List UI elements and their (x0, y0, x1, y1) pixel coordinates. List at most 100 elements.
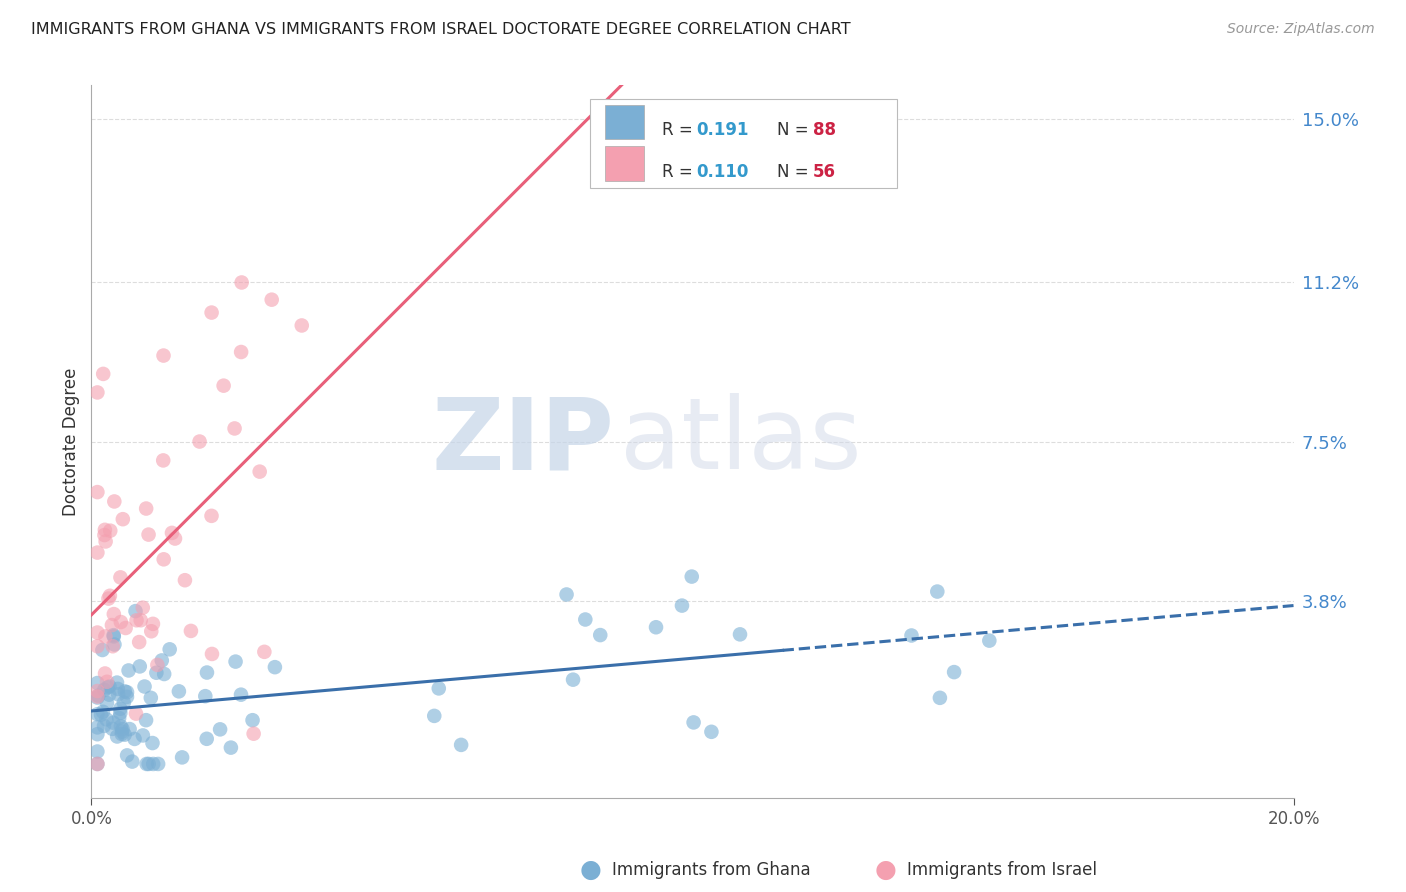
Point (94, 523, 117, 537)
Point (229, 688, 252, 702)
Point (201, 647, 224, 661)
Point (152, 349, 174, 363)
Point (242, 727, 264, 741)
Point (93, 682, 115, 697)
Point (86, 720, 108, 734)
Point (101, 639, 124, 653)
Point (114, 728, 136, 742)
Point (96, 712, 118, 726)
Point (141, 624, 163, 639)
Point (86, 727, 108, 741)
Point (98, 589, 121, 603)
Point (188, 434, 211, 449)
Point (163, 532, 186, 546)
Point (97, 591, 120, 606)
Point (114, 621, 136, 635)
Point (101, 722, 124, 736)
Point (574, 613, 596, 627)
Point (142, 616, 165, 631)
Point (86, 707, 108, 722)
Point (928, 690, 950, 705)
Text: 88: 88 (813, 121, 835, 139)
Point (118, 722, 141, 736)
Y-axis label: Doctorate Degree: Doctorate Degree (62, 368, 80, 516)
Point (110, 706, 132, 720)
Text: Immigrants from Ghana: Immigrants from Ghana (612, 861, 810, 879)
Point (195, 731, 218, 746)
Text: R =: R = (662, 163, 699, 181)
Bar (605, 104, 644, 139)
Point (103, 494, 125, 508)
Point (125, 706, 148, 721)
Point (107, 687, 129, 701)
Point (110, 702, 132, 716)
Point (115, 690, 138, 704)
Point (128, 659, 150, 673)
Point (112, 696, 135, 710)
Point (115, 748, 138, 763)
Point (260, 293, 283, 307)
Point (111, 727, 134, 741)
Point (124, 731, 146, 746)
Point (111, 724, 134, 739)
Point (103, 629, 125, 643)
Point (86, 625, 108, 640)
Point (86, 684, 108, 698)
Point (94, 666, 117, 681)
Point (117, 664, 139, 678)
Point (110, 719, 132, 733)
Point (253, 645, 276, 659)
Point (242, 713, 264, 727)
Point (160, 525, 183, 540)
Point (94, 534, 117, 549)
Point (105, 675, 128, 690)
Point (103, 607, 125, 621)
Text: N =: N = (776, 163, 814, 181)
Point (142, 756, 165, 771)
Point (201, 305, 224, 319)
Point (212, 378, 235, 392)
Point (93, 528, 115, 542)
Text: IMMIGRANTS FROM GHANA VS IMMIGRANTS FROM ISRAEL DOCTORATE DEGREE CORRELATION CHA: IMMIGRANTS FROM GHANA VS IMMIGRANTS FROM… (31, 22, 851, 37)
Point (150, 653, 173, 667)
Point (681, 569, 703, 583)
Point (96, 696, 118, 710)
Text: 0.110: 0.110 (696, 163, 748, 181)
Point (146, 657, 169, 672)
Point (110, 615, 132, 629)
Point (94, 629, 117, 643)
Point (98, 688, 121, 702)
Text: ●: ● (875, 858, 897, 881)
Point (135, 713, 157, 727)
Point (103, 715, 125, 730)
Point (167, 684, 190, 698)
Point (87, 689, 110, 703)
Text: 56: 56 (813, 163, 835, 181)
Point (249, 465, 271, 479)
Point (728, 627, 751, 641)
Point (180, 624, 202, 638)
Point (159, 642, 181, 657)
Point (264, 660, 287, 674)
Point (108, 711, 131, 725)
Point (139, 690, 162, 705)
Bar (605, 146, 644, 181)
Text: R =: R = (662, 121, 699, 139)
Point (135, 756, 157, 771)
Point (91, 705, 114, 719)
Point (555, 587, 578, 601)
Point (103, 637, 125, 651)
Text: ZIP: ZIP (432, 393, 614, 490)
Point (195, 665, 218, 680)
Point (86, 756, 108, 771)
Point (225, 655, 247, 669)
Point (141, 736, 163, 750)
Point (229, 345, 252, 359)
Point (91, 367, 114, 381)
Point (103, 628, 125, 642)
Point (135, 501, 157, 516)
Text: N =: N = (776, 121, 814, 139)
Point (98, 524, 121, 538)
Point (174, 573, 197, 587)
Point (194, 689, 217, 703)
